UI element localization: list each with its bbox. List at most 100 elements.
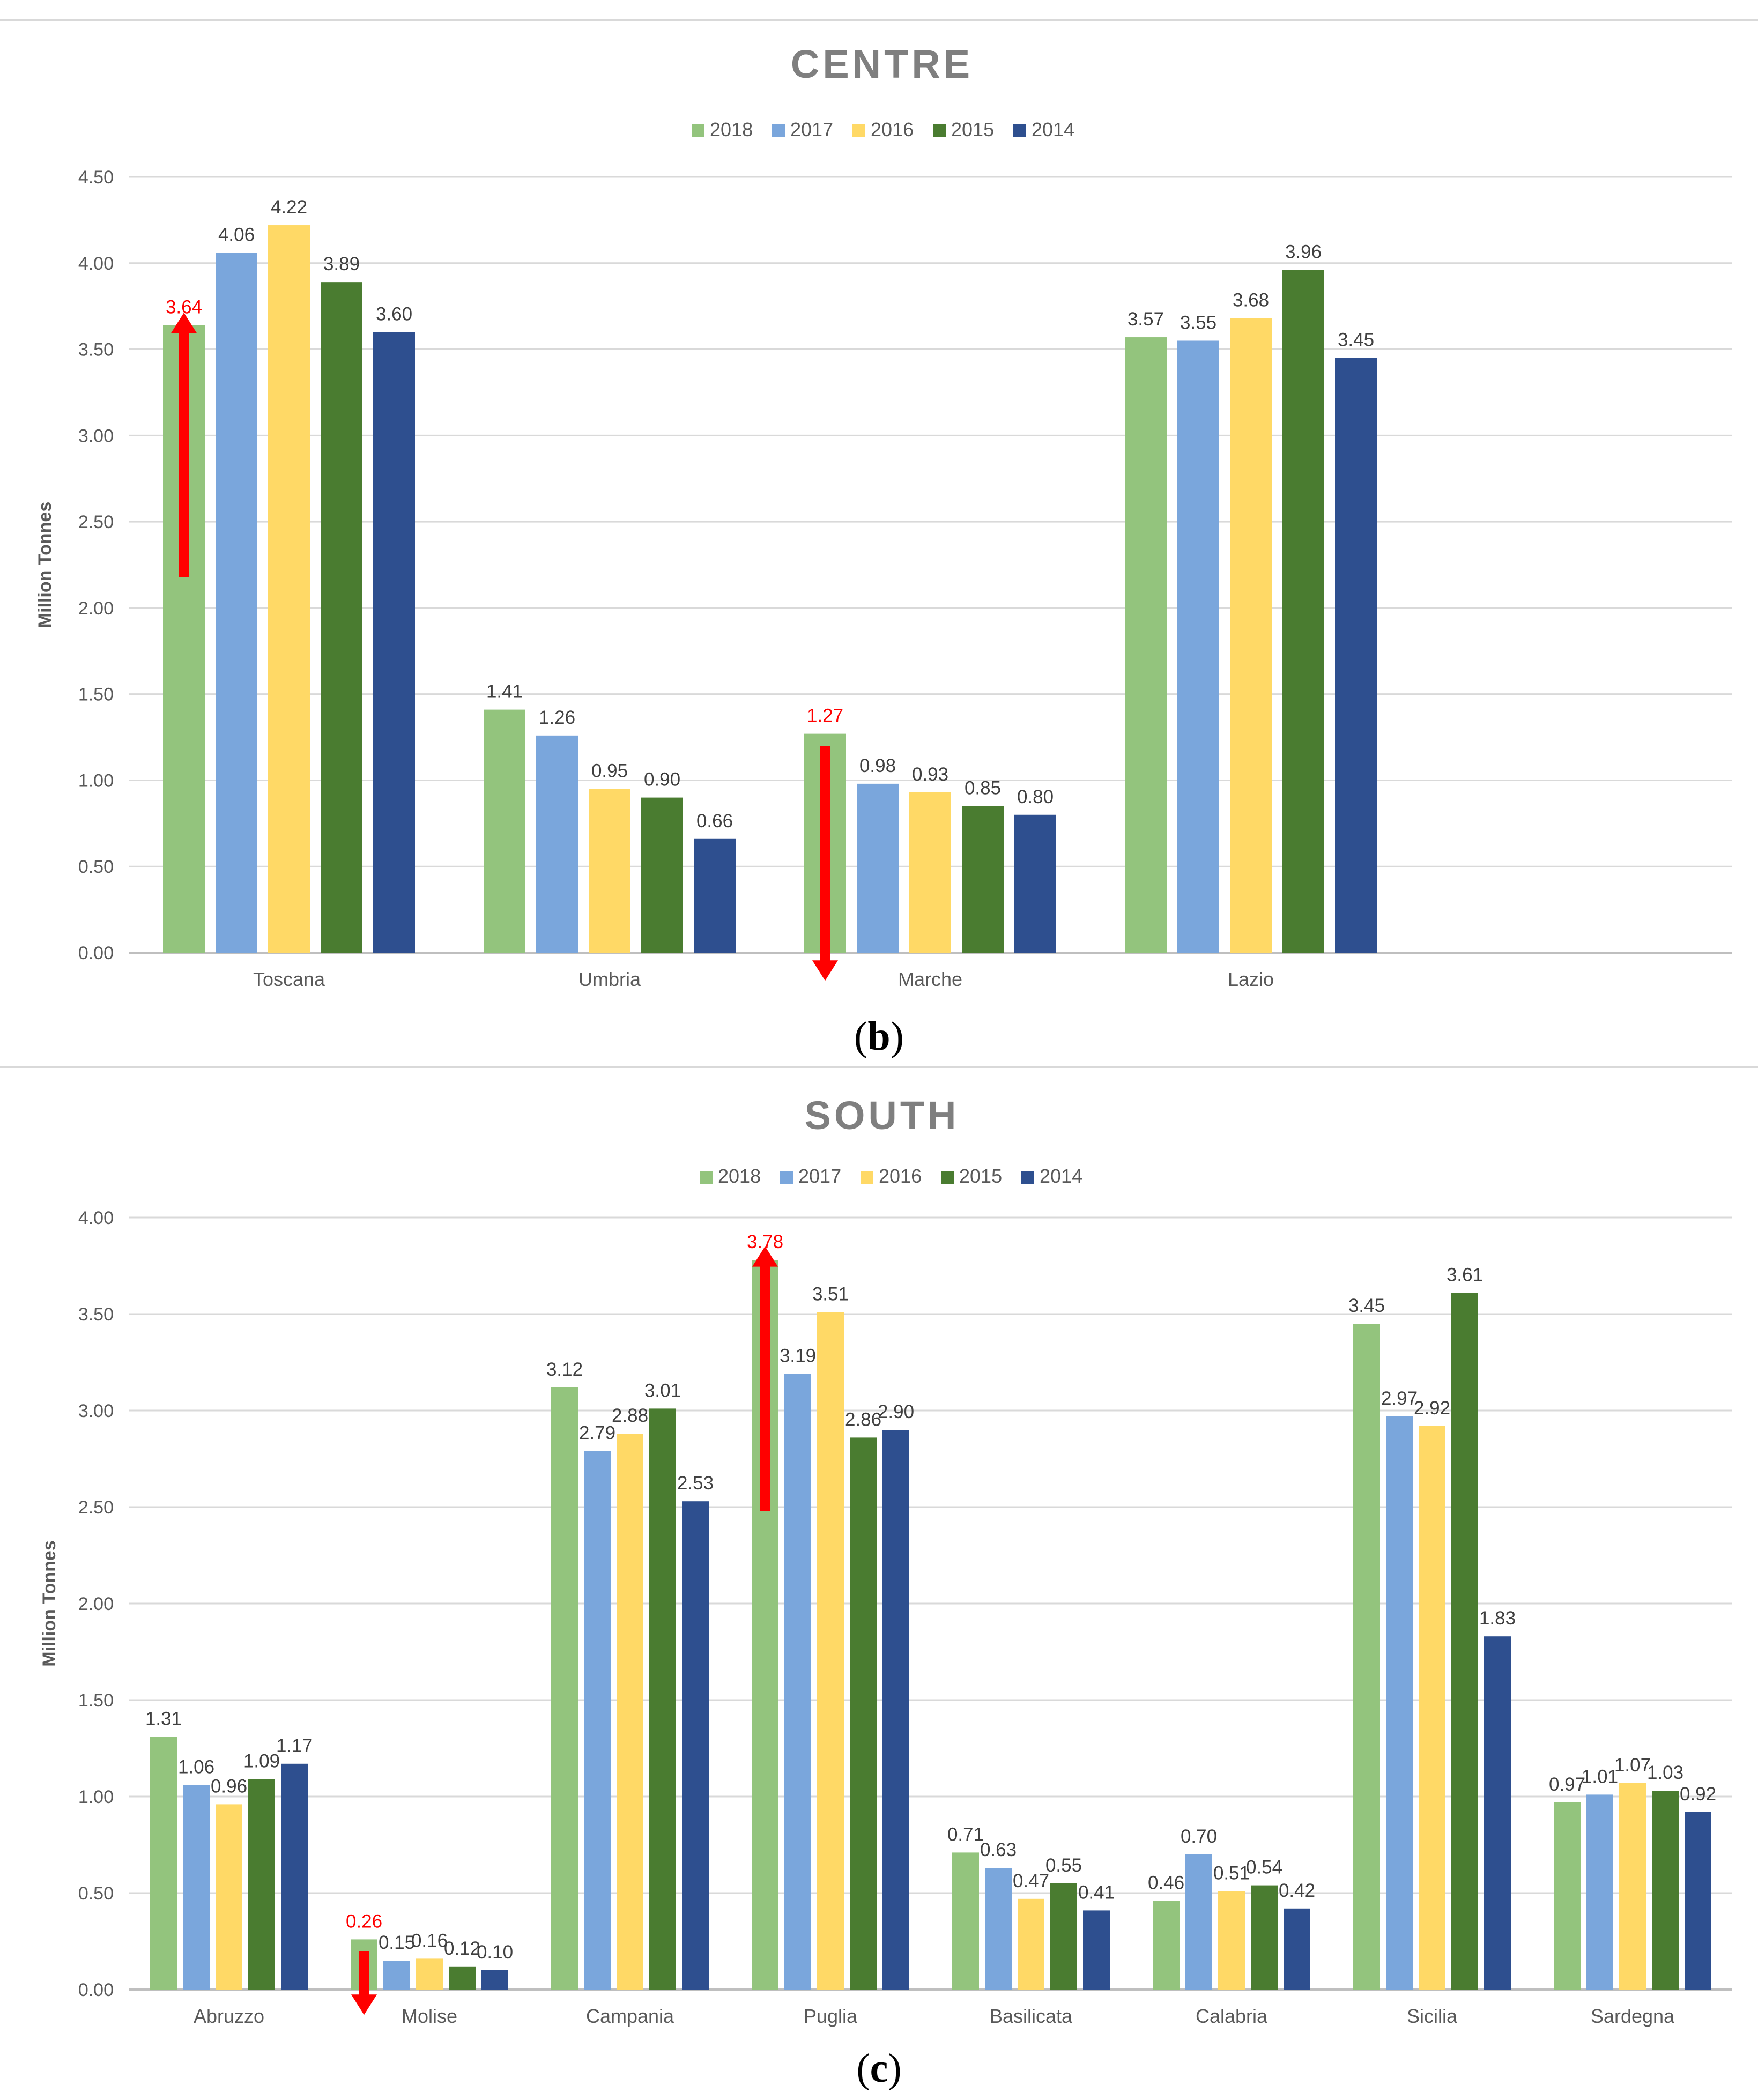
bar-2014 <box>1484 1636 1511 1990</box>
data-label: 0.42 <box>1279 1880 1315 1901</box>
legend-swatch-2014 <box>1013 124 1026 137</box>
data-label: 3.01 <box>644 1380 681 1401</box>
legend-swatch-2017 <box>772 124 785 137</box>
data-label: 0.92 <box>1680 1784 1716 1805</box>
x-tick-label: Basilicata <box>990 2005 1073 2027</box>
data-label: 0.15 <box>379 1932 415 1953</box>
data-label: 2.90 <box>878 1401 914 1422</box>
data-label: 4.22 <box>271 197 307 218</box>
bar-2016 <box>1230 318 1272 953</box>
legend-label-2015: 2015 <box>959 1165 1002 1187</box>
bar-2017 <box>784 1374 811 1990</box>
y-tick-label: 3.50 <box>78 340 114 360</box>
bar-2018 <box>150 1737 177 1990</box>
bar-2015 <box>1050 1883 1077 1990</box>
x-tick-label: Abruzzo <box>194 2005 264 2027</box>
legend-label-2018: 2018 <box>710 118 753 140</box>
y-tick-label: 1.50 <box>78 685 114 705</box>
bar-2017 <box>1386 1416 1413 1990</box>
y-tick-label: 2.50 <box>78 512 114 532</box>
bar-2016 <box>1419 1426 1445 1990</box>
bar-2018 <box>1554 1802 1581 1990</box>
bar-2018 <box>484 709 525 953</box>
bar-2014 <box>882 1430 909 1990</box>
y-tick-label: 0.50 <box>78 1883 114 1904</box>
x-tick-label: Umbria <box>578 968 641 990</box>
data-label: 2.92 <box>1414 1398 1450 1419</box>
y-tick-label: 1.00 <box>78 1787 114 1807</box>
data-label: 0.95 <box>591 761 628 782</box>
data-label: 1.09 <box>243 1751 280 1772</box>
bar-2018 <box>1125 337 1167 953</box>
data-label: 0.85 <box>965 778 1001 799</box>
x-tick-label: Calabria <box>1196 2005 1268 2027</box>
data-label: 0.90 <box>644 769 680 790</box>
centre-chart: CENTRE 2018 2017 2016 2015 2014 0.00 0.50 1.00 1.… <box>35 42 1732 990</box>
bar-2014 <box>481 1970 508 1990</box>
data-label: 2.86 <box>845 1409 881 1430</box>
bar-2015 <box>1282 270 1324 953</box>
bar-2014 <box>1335 358 1377 953</box>
x-tick-label: Sicilia <box>1407 2005 1458 2027</box>
bar-2017 <box>216 253 257 953</box>
y-tick-label: 3.00 <box>78 426 114 446</box>
bar-2016 <box>1218 1891 1245 1990</box>
data-label: 2.88 <box>612 1405 648 1426</box>
legend-swatch-2018 <box>692 124 704 137</box>
legend-swatch-2016 <box>852 124 865 137</box>
panel-c-letter: c <box>870 2046 888 2091</box>
highlight-arrow-head <box>351 1994 377 2015</box>
bar-2017 <box>1586 1794 1613 1990</box>
y-tick-label: 0.50 <box>78 857 114 877</box>
chart-title: SOUTH <box>805 1093 960 1138</box>
legend-swatch-2015 <box>933 124 946 137</box>
legend-label-2016: 2016 <box>879 1165 922 1187</box>
x-tick-label: Molise <box>402 2005 457 2027</box>
highlight-arrow-head <box>812 960 838 981</box>
panel-b-close: ) <box>890 1014 904 1059</box>
data-label: 0.71 <box>947 1824 984 1845</box>
bar-2014 <box>281 1763 308 1990</box>
data-label: 0.70 <box>1181 1826 1217 1847</box>
bar-2017 <box>985 1868 1012 1990</box>
y-tick-label: 4.00 <box>78 254 114 274</box>
highlight-arrow-head <box>752 1246 778 1267</box>
y-tick-label: 2.00 <box>78 1594 114 1614</box>
bar-2017 <box>183 1785 210 1990</box>
bar-2015 <box>1652 1791 1679 1990</box>
south-chart: SOUTH 2018 2017 2016 2015 2014 0.00 0.50 1.00 1.5… <box>39 1093 1732 2027</box>
bar-2018 <box>952 1852 979 1990</box>
data-label: 1.83 <box>1479 1608 1516 1629</box>
panel-b-open: ( <box>854 1014 868 1059</box>
bar-2014 <box>694 838 736 953</box>
bar-2014 <box>1083 1910 1110 1990</box>
data-label: 0.97 <box>1549 1774 1585 1795</box>
legend-label-2015: 2015 <box>951 118 994 140</box>
y-tick-label: 2.50 <box>78 1497 114 1518</box>
bar-2017 <box>383 1961 410 1990</box>
data-label: 0.54 <box>1246 1857 1282 1878</box>
bar-2015 <box>850 1437 877 1990</box>
data-label: 0.41 <box>1078 1882 1115 1903</box>
data-label: 3.51 <box>812 1283 849 1304</box>
data-label: 3.57 <box>1128 309 1164 330</box>
legend-label-2018: 2018 <box>718 1165 761 1187</box>
data-label: 3.45 <box>1338 330 1374 351</box>
bar-2016 <box>416 1958 443 1990</box>
bar-2015 <box>449 1966 476 1990</box>
bar-2015 <box>1251 1885 1278 1990</box>
y-tick-label: 3.50 <box>78 1304 114 1325</box>
data-label: 0.51 <box>1213 1862 1250 1883</box>
data-label: 1.31 <box>145 1708 182 1729</box>
panel-c-open: ( <box>856 2046 870 2091</box>
bar-2018 <box>1153 1901 1180 1990</box>
y-tick-label: 1.00 <box>78 770 114 791</box>
data-label: 3.60 <box>376 303 412 324</box>
legend-swatch-2014 <box>1021 1171 1034 1184</box>
data-label: 0.63 <box>980 1839 1017 1860</box>
x-tick-label: Toscana <box>253 968 325 990</box>
data-label: 0.10 <box>477 1942 513 1963</box>
bar-2015 <box>248 1779 275 1990</box>
bar-2017 <box>1177 340 1219 953</box>
